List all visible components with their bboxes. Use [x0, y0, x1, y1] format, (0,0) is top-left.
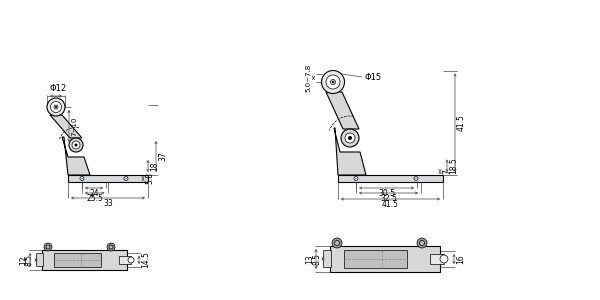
FancyBboxPatch shape — [323, 250, 331, 268]
Circle shape — [44, 243, 52, 251]
Text: 12: 12 — [19, 255, 28, 265]
Text: 25.5: 25.5 — [86, 194, 103, 203]
Polygon shape — [50, 115, 82, 138]
Circle shape — [440, 255, 448, 263]
Text: 5.0~7.8: 5.0~7.8 — [305, 64, 311, 92]
Circle shape — [54, 105, 58, 109]
FancyBboxPatch shape — [330, 246, 440, 272]
Circle shape — [341, 129, 359, 147]
Text: 30.5: 30.5 — [378, 189, 395, 198]
Text: 14.5: 14.5 — [141, 252, 150, 268]
Circle shape — [322, 70, 344, 94]
Circle shape — [81, 178, 83, 179]
Text: 7: 7 — [442, 169, 451, 174]
Circle shape — [80, 176, 84, 181]
Circle shape — [128, 257, 134, 263]
Text: 18.5: 18.5 — [449, 158, 458, 174]
Circle shape — [50, 101, 62, 112]
Circle shape — [415, 178, 417, 179]
Circle shape — [414, 176, 418, 181]
Text: 41.5: 41.5 — [457, 114, 466, 131]
Circle shape — [46, 245, 50, 249]
Text: 33: 33 — [103, 199, 113, 208]
Text: 8.5: 8.5 — [312, 253, 321, 265]
Circle shape — [355, 178, 357, 179]
FancyBboxPatch shape — [119, 256, 131, 264]
FancyBboxPatch shape — [42, 250, 127, 270]
Circle shape — [348, 136, 352, 140]
Circle shape — [74, 143, 77, 146]
Circle shape — [419, 241, 425, 245]
Circle shape — [332, 238, 342, 248]
FancyBboxPatch shape — [37, 254, 44, 266]
Text: 13: 13 — [305, 254, 314, 264]
Text: Φ15: Φ15 — [365, 73, 382, 82]
Circle shape — [335, 241, 340, 245]
Text: 24: 24 — [89, 189, 99, 198]
Circle shape — [107, 243, 115, 251]
Polygon shape — [334, 128, 366, 175]
Text: 18: 18 — [150, 161, 159, 171]
Circle shape — [332, 81, 334, 83]
Circle shape — [72, 141, 80, 149]
Text: 16: 16 — [456, 254, 465, 264]
Text: Φ12: Φ12 — [49, 84, 67, 93]
Text: 41.5: 41.5 — [382, 200, 399, 209]
Circle shape — [55, 106, 57, 108]
FancyBboxPatch shape — [338, 175, 443, 182]
FancyBboxPatch shape — [430, 254, 444, 264]
Circle shape — [354, 176, 358, 181]
Circle shape — [125, 178, 127, 179]
Circle shape — [326, 75, 340, 89]
Circle shape — [47, 98, 65, 116]
Text: 32.5: 32.5 — [380, 194, 397, 203]
FancyBboxPatch shape — [54, 253, 101, 267]
FancyBboxPatch shape — [68, 175, 148, 182]
Text: 7~10: 7~10 — [71, 116, 77, 136]
Text: 8.5: 8.5 — [25, 254, 34, 266]
Circle shape — [109, 245, 113, 249]
FancyBboxPatch shape — [344, 250, 407, 268]
Circle shape — [69, 138, 83, 152]
Polygon shape — [326, 92, 359, 129]
Text: 37: 37 — [158, 152, 167, 161]
Text: 5.8: 5.8 — [145, 172, 154, 184]
Polygon shape — [62, 137, 90, 175]
Circle shape — [345, 133, 355, 143]
Circle shape — [331, 80, 335, 85]
Circle shape — [417, 238, 427, 248]
Circle shape — [124, 176, 128, 181]
